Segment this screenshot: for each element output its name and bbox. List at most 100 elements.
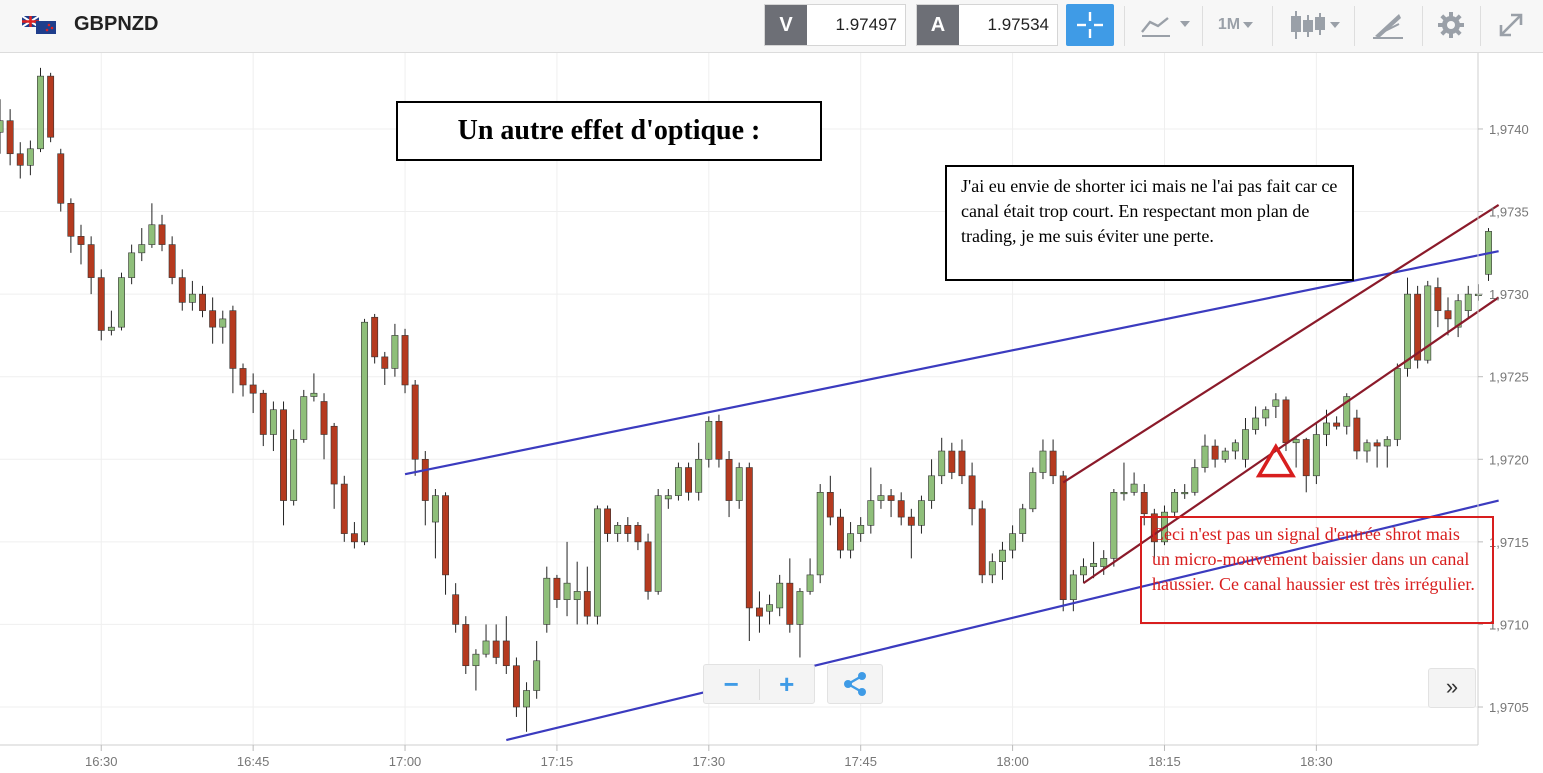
- candle-bullish: [877, 495, 885, 501]
- candle-bullish: [472, 653, 480, 667]
- y-tick-label: 1,9710: [1489, 617, 1529, 632]
- candle-bullish: [593, 508, 601, 617]
- candle-bullish: [391, 335, 399, 369]
- candle-bearish: [280, 409, 287, 501]
- zoom-in-button[interactable]: +: [779, 668, 795, 699]
- candle-bearish: [249, 384, 257, 394]
- candle-bullish: [1130, 483, 1138, 493]
- candle-bearish: [502, 640, 510, 667]
- sell-price-box[interactable]: V 1.97497: [764, 4, 906, 46]
- fullscreen-button[interactable]: [1486, 4, 1536, 46]
- candle-bullish: [1120, 492, 1128, 495]
- candle-bullish: [1080, 566, 1087, 576]
- price-chart[interactable]: 1,9740 1,9735 1,9730 1,9725 1,9720 1,9715 1,97…: [0, 53, 1543, 773]
- candle-bearish: [1353, 417, 1361, 452]
- buy-price-box[interactable]: A 1.97534: [916, 4, 1058, 46]
- crosshair-button[interactable]: [1066, 4, 1114, 46]
- candle-bearish: [756, 607, 763, 617]
- candle-style-button[interactable]: [1280, 4, 1346, 46]
- zoom-out-button[interactable]: −: [704, 668, 760, 700]
- candle-bullish: [1110, 492, 1118, 559]
- candle-bullish: [735, 467, 743, 501]
- candle-bullish: [1231, 442, 1239, 452]
- candle-bullish: [1171, 492, 1179, 513]
- candle-bullish: [1039, 450, 1047, 473]
- candle-bearish: [259, 392, 267, 435]
- candle-bearish: [786, 582, 794, 625]
- candle-bullish: [1424, 285, 1432, 361]
- share-button[interactable]: [827, 664, 883, 704]
- candle-bullish: [847, 533, 855, 551]
- candle-bullish: [1454, 300, 1462, 328]
- candle-bullish: [796, 591, 804, 625]
- candle-bearish: [229, 310, 237, 369]
- candle-bullish: [695, 458, 703, 493]
- candle-bearish: [624, 525, 632, 534]
- y-tick-label: 1,9740: [1489, 122, 1529, 137]
- buy-label: A: [917, 5, 959, 45]
- candle-bearish: [837, 516, 844, 551]
- x-tick-label: 16:30: [85, 754, 118, 769]
- chevron-down-icon: [1243, 22, 1254, 28]
- candle-bearish: [1282, 399, 1290, 444]
- candle-bullish: [128, 252, 136, 278]
- candle-bullish: [26, 148, 34, 166]
- candle-bullish: [1201, 445, 1209, 468]
- candle-bullish: [614, 525, 622, 534]
- candle-bullish: [1100, 558, 1108, 567]
- candle-bearish: [1059, 475, 1067, 600]
- candle-bullish: [1393, 368, 1401, 440]
- candle-bearish: [715, 420, 723, 460]
- candle-bearish: [340, 483, 348, 534]
- fullscreen-icon: [1499, 13, 1523, 37]
- candle-bearish: [968, 475, 976, 510]
- candle-bearish: [685, 467, 692, 493]
- settings-button[interactable]: [1426, 4, 1476, 46]
- red-channel-line: [1082, 296, 1500, 585]
- candle-bullish: [1383, 439, 1391, 447]
- candle-bearish: [401, 335, 409, 386]
- candle-bullish: [482, 640, 490, 655]
- candle-bullish: [1323, 422, 1330, 435]
- candle-bullish: [1181, 492, 1189, 495]
- candle-bullish: [1009, 533, 1017, 551]
- candle-bearish: [87, 244, 95, 278]
- candle-bearish: [897, 500, 905, 518]
- candle-bullish: [523, 690, 530, 708]
- candle-bullish: [1464, 293, 1472, 311]
- gear-icon: [1438, 12, 1464, 38]
- candle-bullish: [1029, 472, 1037, 510]
- candle-bearish: [371, 316, 379, 358]
- zoom-controls: − +: [703, 664, 815, 704]
- candle-bearish: [1302, 439, 1310, 477]
- candle-bullish: [290, 439, 298, 501]
- candle-bullish: [664, 495, 672, 500]
- candle-bearish: [168, 244, 176, 278]
- drawing-tools-button[interactable]: [1360, 4, 1416, 46]
- candle-bullish: [1069, 574, 1077, 600]
- candle-bearish: [411, 384, 419, 460]
- candle-bullish: [918, 500, 925, 526]
- candle-bullish: [118, 277, 125, 328]
- candle-bullish: [938, 450, 946, 477]
- candle-bullish: [573, 591, 581, 600]
- scroll-right-button[interactable]: »: [1428, 668, 1476, 708]
- candle-bearish: [492, 640, 500, 658]
- chart-type-button[interactable]: [1130, 4, 1198, 46]
- candle-bearish: [239, 368, 247, 386]
- candle-bearish: [745, 467, 753, 609]
- candle-bearish: [1414, 293, 1422, 361]
- y-tick-label: 1,9715: [1489, 535, 1529, 550]
- candle-bullish: [1221, 450, 1229, 460]
- candle-bullish: [1242, 429, 1249, 460]
- candle-bearish: [16, 153, 24, 166]
- candle-bearish: [178, 277, 186, 303]
- timeframe-button[interactable]: 1M: [1206, 4, 1268, 46]
- candle-bearish: [67, 202, 75, 237]
- blue-channel-line: [506, 499, 1499, 742]
- candle-bearish: [462, 624, 470, 667]
- candle-bullish: [533, 660, 541, 691]
- candle-bearish: [1211, 445, 1219, 460]
- candle-bullish: [543, 577, 551, 625]
- y-tick-label: 1,9725: [1489, 370, 1529, 385]
